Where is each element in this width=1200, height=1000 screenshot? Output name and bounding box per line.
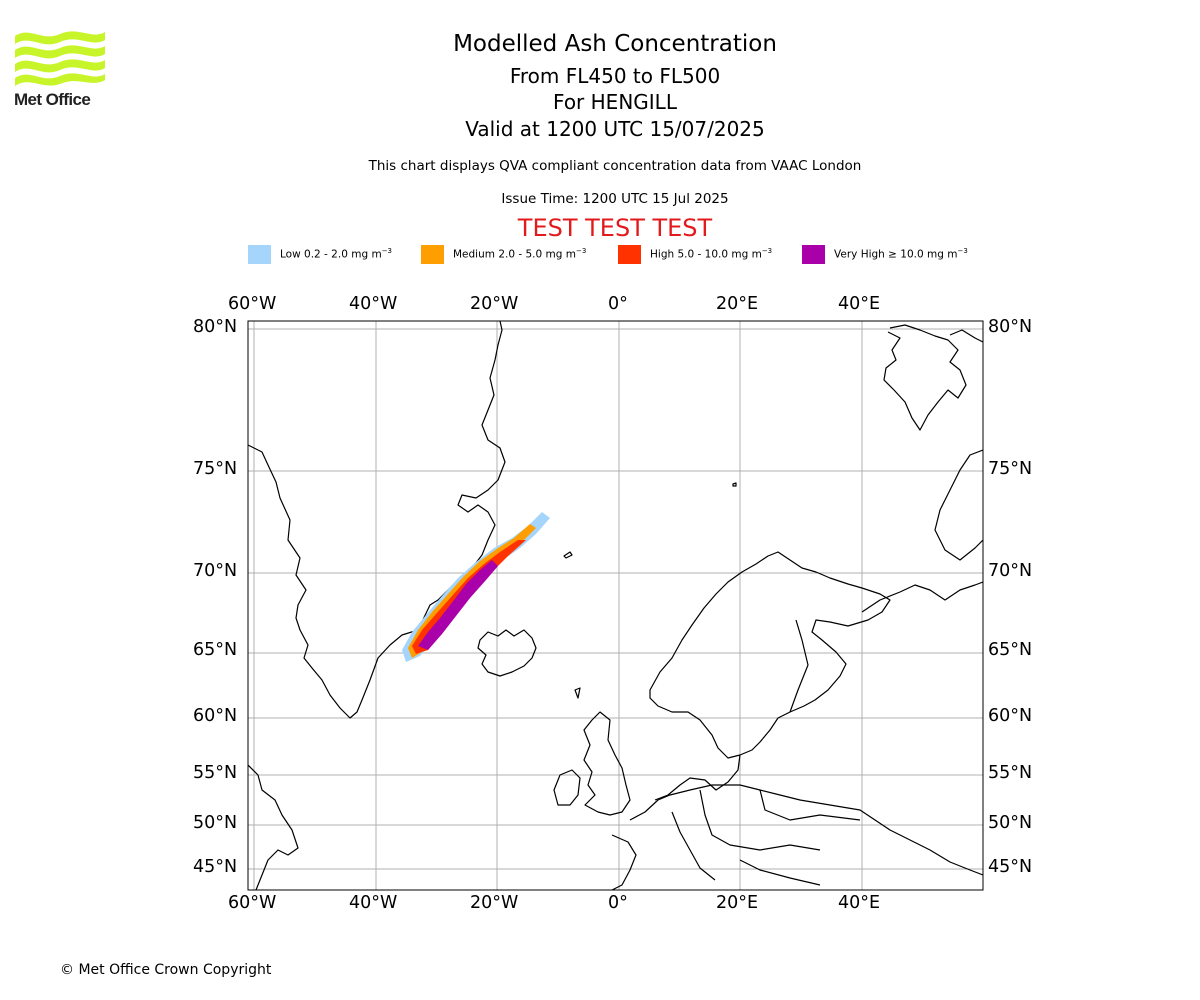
ash-plume <box>402 512 550 662</box>
subtitle-volcano: For HENGILL <box>553 90 677 114</box>
coast-finland <box>789 619 809 713</box>
coast-labrador <box>248 764 299 890</box>
lat-tick-right-65n: 65°N <box>988 640 1033 660</box>
legend-label-high: High 5.0 - 10.0 mg m−3 <box>650 247 773 261</box>
lat-tick-left-60n: 60°N <box>193 706 238 726</box>
met-office-wave-icon <box>15 31 105 86</box>
coast-britain <box>583 711 631 816</box>
lon-tick-top-20e: 20°E <box>716 294 759 314</box>
lat-tick-left-75n: 75°N <box>193 459 238 479</box>
lon-tick-bottom-0: 0° <box>608 893 628 913</box>
lat-tick-left-65n: 65°N <box>193 640 238 660</box>
legend-item-high: High 5.0 - 10.0 mg m−3 <box>618 244 772 264</box>
logo-text: Met Office <box>14 90 91 109</box>
coast-svalbard <box>883 324 967 431</box>
subtitle-levels: From FL450 to FL500 <box>509 64 721 88</box>
lat-tick-right-70n: 70°N <box>988 561 1033 581</box>
coast-france <box>611 834 637 890</box>
legend-label-medium: Medium 2.0 - 5.0 mg m−3 <box>453 247 587 261</box>
lon-tick-bottom-60w: 60°W <box>228 893 277 913</box>
subtitle-valid-time: Valid at 1200 UTC 15/07/2025 <box>465 117 765 141</box>
lon-tick-top-40w: 40°W <box>349 294 398 314</box>
lat-tick-left-70n: 70°N <box>193 561 238 581</box>
border-1 <box>699 789 821 851</box>
lon-tick-bottom-40e: 40°E <box>838 893 881 913</box>
lat-tick-right-55n: 55°N <box>988 763 1033 783</box>
issue-time: Issue Time: 1200 UTC 15 Jul 2025 <box>501 191 729 207</box>
lon-tick-bottom-20w: 20°W <box>470 893 519 913</box>
legend-item-medium: Medium 2.0 - 5.0 mg m−3 <box>421 244 586 264</box>
legend-swatch-medium <box>421 244 444 264</box>
coast-faroe <box>574 687 581 699</box>
border-4 <box>739 859 821 886</box>
border-3 <box>671 811 716 881</box>
met-office-logo: Met Office <box>12 28 112 114</box>
copyright-notice: © Met Office Crown Copyright <box>60 962 272 978</box>
plume-very-high <box>418 560 498 650</box>
lat-tick-right-45n: 45°N <box>988 857 1033 877</box>
chart-description: This chart displays QVA compliant concen… <box>368 158 862 174</box>
lat-tick-right-50n: 50°N <box>988 813 1033 833</box>
legend-swatch-very-high <box>802 244 825 264</box>
lon-tick-top-40e: 40°E <box>838 294 881 314</box>
coast-novaya-zemlya <box>934 449 983 561</box>
lat-tick-left-80n: 80°N <box>193 317 238 337</box>
coast-ireland <box>553 769 581 806</box>
legend-swatch-low <box>248 244 271 264</box>
coast-scandinavia <box>649 551 891 759</box>
coast-russia-arctic <box>861 581 983 613</box>
coast-iceland <box>477 629 537 677</box>
coast-jan-mayen <box>563 551 573 559</box>
test-banner: TEST TEST TEST <box>517 214 713 242</box>
legend-swatch-high <box>618 244 641 264</box>
legend-label-very-high: Very High ≥ 10.0 mg m−3 <box>834 247 968 261</box>
legend-item-very-high: Very High ≥ 10.0 mg m−3 <box>802 244 968 264</box>
lat-tick-left-55n: 55°N <box>193 763 238 783</box>
coast-europe <box>629 784 983 876</box>
lat-tick-right-75n: 75°N <box>988 459 1033 479</box>
border-2 <box>759 789 861 821</box>
coast-bear-island <box>732 482 737 487</box>
lon-tick-bottom-20e: 20°E <box>716 893 759 913</box>
lon-tick-bottom-40w: 40°W <box>349 893 398 913</box>
map-frame <box>247 320 984 891</box>
lat-tick-left-50n: 50°N <box>193 813 238 833</box>
coast-svalbard-east <box>949 329 983 343</box>
coast-baltic <box>654 754 741 801</box>
map-gridlines <box>248 321 983 890</box>
lon-tick-top-0: 0° <box>608 294 628 314</box>
lat-tick-left-45n: 45°N <box>193 857 238 877</box>
legend-label-low: Low 0.2 - 2.0 mg m−3 <box>280 247 393 261</box>
lon-tick-top-60w: 60°W <box>228 294 277 314</box>
chart-title: Modelled Ash Concentration <box>453 31 777 57</box>
lon-tick-top-20w: 20°W <box>470 294 519 314</box>
legend-item-low: Low 0.2 - 2.0 mg m−3 <box>248 244 392 264</box>
lat-tick-right-80n: 80°N <box>988 317 1033 337</box>
lat-tick-right-60n: 60°N <box>988 706 1033 726</box>
coastlines <box>248 321 983 890</box>
